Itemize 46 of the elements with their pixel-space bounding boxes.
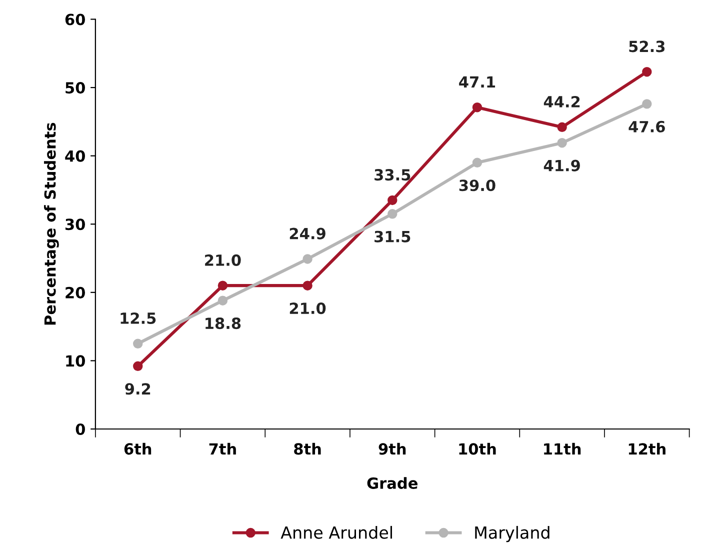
data-label: 52.3 (629, 40, 665, 52)
data-label: 41.9 (544, 160, 580, 172)
y-tick-label: 20 (66, 286, 85, 298)
x-tick-label: 9th (378, 442, 406, 455)
point (302, 280, 312, 290)
point (133, 338, 143, 348)
point (472, 102, 482, 112)
y-axis-title: Percentage of Students (44, 122, 59, 325)
y-tick-label: 60 (65, 14, 85, 26)
data-label: 9.2 (125, 383, 150, 395)
point (133, 361, 143, 372)
point (218, 280, 228, 290)
data-label: 44.2 (544, 96, 580, 108)
x-tick-label: 10th (459, 442, 496, 455)
data-label: 33.5 (374, 169, 410, 181)
y-tick-label: 40 (65, 150, 85, 162)
data-label: 21.0 (290, 302, 326, 314)
x-tick-label: 6th (124, 442, 152, 455)
data-label: 31.5 (374, 230, 410, 242)
x-axis-title: Grade (367, 477, 418, 489)
x-tick-label: 8th (294, 442, 321, 455)
point (472, 158, 482, 168)
y-tick-label: 0 (76, 423, 85, 436)
data-label: 47.1 (459, 76, 496, 88)
data-label: 18.8 (206, 318, 241, 330)
point (388, 195, 398, 206)
data-label: 21.0 (205, 254, 241, 266)
x-tick-label: 11th (544, 442, 581, 454)
point (557, 122, 567, 132)
point (642, 99, 652, 109)
data-label: 47.6 (628, 120, 665, 132)
data-label: 12.5 (120, 312, 156, 324)
y-tick-label: 30 (65, 218, 85, 230)
data-label: 39.0 (459, 180, 496, 192)
point (388, 209, 398, 219)
data-label: 24.9 (290, 228, 326, 240)
legend-label: Maryland (475, 526, 550, 542)
point (642, 66, 652, 77)
point (302, 254, 312, 264)
point (557, 138, 567, 148)
x-tick-label: 7th (209, 442, 236, 454)
legend-label: Anne Arundel (280, 526, 392, 539)
y-tick-label: 10 (66, 355, 85, 367)
x-tick-label: 12th (628, 442, 666, 454)
y-tick-label: 50 (66, 82, 85, 94)
point (218, 296, 228, 306)
